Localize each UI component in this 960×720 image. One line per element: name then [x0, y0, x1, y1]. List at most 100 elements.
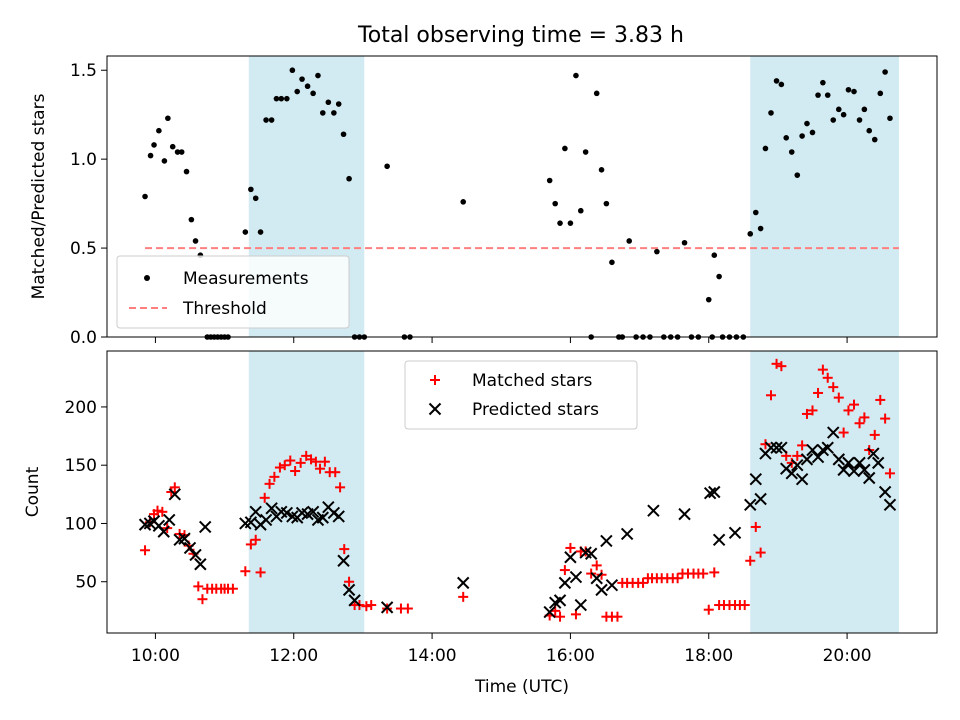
- measurement-point-25: [268, 117, 275, 123]
- y-tick-label-0-0: 0.0: [70, 328, 97, 348]
- predicted-star-point-18: [265, 502, 278, 515]
- matched-star-point-111: [854, 418, 865, 429]
- bottom-legend-box: [404, 360, 638, 430]
- predicted-star-point-17: [259, 513, 273, 527]
- measurement-point-88: [778, 81, 785, 88]
- y-tick-label-0-5: 0.5: [70, 239, 97, 259]
- predicted-star-point-48-b: [600, 534, 613, 548]
- predicted-star-point-77-b: [847, 464, 861, 478]
- predicted-star-point-53-b: [703, 486, 717, 500]
- measurement-point-89: [783, 135, 790, 141]
- predicted-star-point-44-b: [579, 546, 592, 559]
- y-tick-label-150: 150: [65, 456, 97, 476]
- matched-star-point-95: [771, 358, 782, 369]
- predicted-star-point-76: [842, 456, 855, 470]
- bottom-panel-legend: Matched stars Predicted stars: [404, 360, 638, 430]
- matched-star-point-103: [813, 387, 824, 398]
- predicted-star-point-70-b: [811, 450, 825, 464]
- predicted-star-point-14-b: [244, 516, 258, 529]
- predicted-star-point-28: [316, 511, 330, 524]
- predicted-star-point-5-b: [163, 513, 176, 527]
- measurement-point-59: [603, 200, 610, 207]
- predicted-star-point-17-b: [259, 513, 273, 527]
- measurements-layer: [142, 67, 893, 340]
- predicted-star-point-53: [703, 486, 717, 500]
- bottom-panel-counts: 50 100 150 200 10:00 12:00 14:00 16:00 18:00 20:…: [23, 350, 938, 697]
- predicted-star-point-78: [853, 456, 866, 470]
- predicted-star-point-21: [280, 506, 294, 520]
- predicted-star-point-47: [595, 583, 608, 597]
- predicted-star-point-79-b: [858, 463, 871, 477]
- measurement-point-95: [815, 92, 821, 98]
- matched-star-point-46: [366, 600, 377, 611]
- matched-star-point-107: [833, 392, 844, 403]
- measurement-point-28: [284, 95, 290, 102]
- predicted-star-point-68: [800, 453, 814, 466]
- predicted-star-point-83: [878, 485, 892, 499]
- measurement-point-60: [609, 259, 615, 266]
- matched-star-point-12: [193, 581, 204, 592]
- measurement-point-51: [562, 145, 568, 152]
- measurement-point-20: [242, 229, 249, 235]
- matched-star-point-89: [739, 600, 750, 611]
- predicted-star-point-26-b: [306, 505, 320, 519]
- measurement-point-74: [705, 296, 712, 303]
- measurement-point-97: [824, 92, 831, 98]
- measurement-point-102: [851, 88, 857, 95]
- predicted-star-point-73: [827, 426, 840, 439]
- predicted-star-point-29-b: [322, 500, 335, 514]
- measurement-point-3: [156, 127, 162, 134]
- measurement-point-10: [188, 216, 195, 223]
- predicted-star-point-69-b: [806, 443, 819, 457]
- measurement-point-39: [340, 131, 347, 138]
- measurement-point-54: [577, 207, 584, 214]
- matched-star-point-82: [703, 604, 714, 615]
- predicted-star-point-39: [553, 594, 567, 607]
- measurement-point-24: [263, 117, 269, 123]
- measurement-point-101: [845, 86, 852, 93]
- predicted-star-point-28-b: [316, 511, 330, 524]
- measurement-point-36: [325, 99, 332, 106]
- matched-star-point-112: [859, 412, 870, 423]
- predicted-star-point-84: [883, 498, 897, 512]
- measurement-point-55: [582, 149, 589, 155]
- predicted-star-point-57: [744, 498, 757, 512]
- predicted-star-point-65: [785, 467, 798, 480]
- predicted-star-point-11-b: [194, 558, 207, 571]
- measurement-point-109: [887, 115, 893, 122]
- matched-star-point-4: [157, 506, 168, 517]
- measurement-point-2: [151, 142, 157, 148]
- y-tick-label-200: 200: [65, 398, 97, 418]
- legend-threshold-label: Threshold: [182, 299, 267, 319]
- measurement-point-84: [757, 225, 764, 232]
- matched-star-point-40: [335, 482, 346, 493]
- predicted-star-point-67: [795, 472, 809, 486]
- predicted-star-point-6-b: [168, 488, 181, 501]
- predicted-star-point-81-b: [867, 447, 880, 460]
- matched-star-point-108: [838, 427, 849, 438]
- measurement-point-107: [877, 90, 884, 97]
- predicted-star-point-57-b: [744, 498, 757, 512]
- predicted-star-point-5: [163, 513, 176, 527]
- measurement-point-7: [174, 149, 181, 155]
- matched-star-point-36: [315, 463, 326, 474]
- measurement-point-5: [165, 115, 171, 122]
- matched-star-point-94: [766, 390, 776, 401]
- matched-star-point-115: [875, 394, 886, 405]
- measurement-point-27: [278, 95, 285, 102]
- predicted-star-point-75: [837, 463, 850, 477]
- predicted-star-point-74: [832, 453, 845, 466]
- predicted-star-point-4: [157, 525, 170, 538]
- predicted-star-point-58-b: [749, 472, 762, 486]
- predicted-star-point-56-b: [728, 526, 742, 539]
- measurement-point-50: [557, 220, 563, 226]
- predicted-star-point-9: [183, 541, 197, 555]
- bottom-panel-y-axis: 50 100 150 200: [65, 398, 107, 593]
- predicted-star-point-83-b: [878, 485, 892, 499]
- legend-predicted-x: [428, 402, 442, 416]
- matched-star-point-91: [750, 521, 761, 532]
- predicted-star-point-31: [332, 510, 345, 523]
- top-panel-y-axis: 0.0 0.5 1.0 1.5: [70, 61, 107, 348]
- predicted-star-point-14: [244, 516, 258, 529]
